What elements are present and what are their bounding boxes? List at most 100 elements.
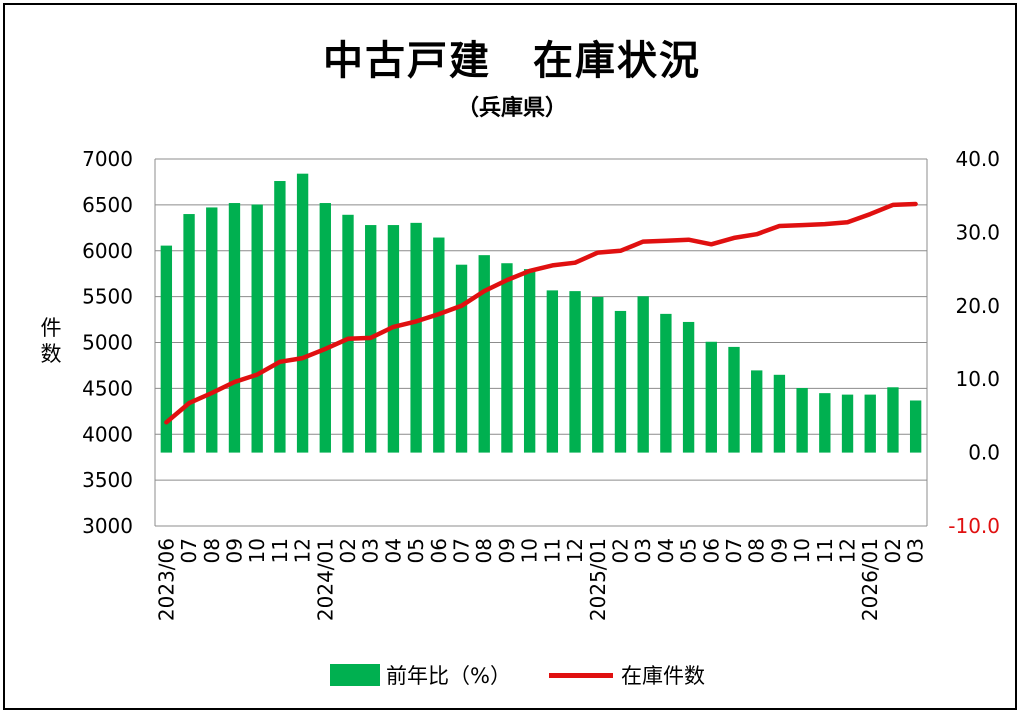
line-point-5 [278,360,282,364]
line-point-27 [777,224,781,228]
right-tick-label-1: 0.0 [968,441,1000,465]
bar-1 [183,214,195,453]
x-tick-label-33: 03 [904,538,928,563]
left-tick-label-4: 5000 [82,331,133,355]
legend-bar-label: 前年比（%） [386,664,511,688]
line-point-33 [914,202,918,206]
bar-32 [887,387,899,453]
line-point-20 [618,249,622,253]
right-tick-label-2: 10.0 [955,367,1000,391]
line-point-28 [800,223,804,227]
bar-29 [819,393,831,453]
chart-subtitle: （兵庫県） [456,96,567,121]
x-tick-label-25: 07 [722,538,746,563]
legend-bar-swatch [330,664,380,686]
x-tick-label-9: 03 [359,538,383,563]
bar-3 [228,203,241,453]
bar-14 [478,255,490,453]
left-tick-label-1: 3500 [82,468,133,492]
x-tick-label-3: 09 [222,538,246,563]
left-tick-label-2: 4000 [82,422,133,446]
x-tick-label-1: 07 [177,538,201,563]
bar-12 [433,237,445,453]
bar-33 [909,400,922,453]
inventory-line [164,201,918,425]
line-point-24 [709,242,713,246]
left-axis-label: 件 数 [36,315,66,367]
bar-7 [319,203,331,453]
line-point-31 [868,212,872,216]
bar-series [160,173,922,453]
bar-0 [160,245,173,453]
line-point-30 [846,220,850,224]
x-tick-label-21: 03 [631,538,655,563]
x-tick-label-26: 08 [745,538,769,563]
bar-27 [773,374,786,453]
bar-16 [523,269,536,453]
line-point-19 [596,251,600,255]
bar-8 [342,214,354,453]
bar-13 [455,264,468,453]
line-point-1 [187,401,191,405]
chart-title: 中古戸建 在庫状況 [323,38,701,84]
left-axis: 3000 3500 4000 4500 5000 5500 6000 6500 7000 [82,147,133,538]
line-point-25 [732,236,736,240]
x-tick-label-27: 09 [767,538,791,563]
line-point-22 [664,239,668,243]
line-point-23 [687,238,691,242]
x-tick-label-29: 11 [813,538,837,563]
right-tick-label-4: 30.0 [955,220,1000,244]
line-point-10 [391,325,395,329]
line-point-29 [823,222,827,226]
x-tick-label-16: 10 [518,538,542,563]
bar-28 [796,388,808,453]
line-point-0 [164,420,168,424]
line-point-8 [346,337,350,341]
bar-5 [274,181,286,453]
x-tick-label-8: 02 [336,538,360,563]
bar-11 [410,222,422,453]
line-point-18 [573,261,577,265]
bar-15 [501,263,513,453]
x-axis: 2023/060708091011122024/0102030405060708… [154,538,927,621]
left-tick-label-0: 3000 [82,514,133,538]
x-tick-label-15: 09 [495,538,519,563]
line-point-15 [505,278,509,282]
line-point-16 [528,269,532,273]
left-tick-label-6: 6000 [82,239,133,263]
left-axis-label-char-1: 件 [40,316,62,340]
bar-20 [614,310,627,453]
bar-22 [660,313,672,453]
right-tick-label-0: -10.0 [948,514,1000,538]
bar-4 [251,204,263,453]
x-tick-label-22: 04 [654,538,678,563]
line-point-7 [323,347,327,351]
x-tick-label-31: 2026/01 [858,538,882,621]
line-point-32 [891,203,895,207]
bar-10 [387,225,400,453]
x-tick-label-18: 12 [563,538,587,563]
x-tick-label-4: 10 [245,538,269,563]
line-point-26 [755,232,759,236]
legend-line-swatch [548,672,613,678]
line-series [164,201,918,425]
line-point-11 [414,319,418,323]
x-tick-label-6: 12 [291,538,315,563]
right-tick-label-3: 20.0 [955,294,1000,318]
x-tick-label-7: 2024/01 [313,538,337,621]
line-point-17 [550,263,554,267]
left-tick-label-8: 7000 [82,147,133,171]
x-tick-label-20: 02 [608,538,632,563]
left-tick-label-3: 4500 [82,376,133,400]
x-tick-label-30: 12 [836,538,860,563]
line-point-13 [460,304,464,308]
left-tick-label-7: 6500 [82,193,133,217]
line-point-21 [641,240,645,244]
x-tick-label-24: 06 [699,538,723,563]
line-point-4 [255,373,259,377]
line-point-6 [301,356,305,360]
x-tick-label-2: 08 [200,538,224,563]
legend: 前年比（%） 在庫件数 [330,660,705,690]
line-point-9 [369,336,373,340]
